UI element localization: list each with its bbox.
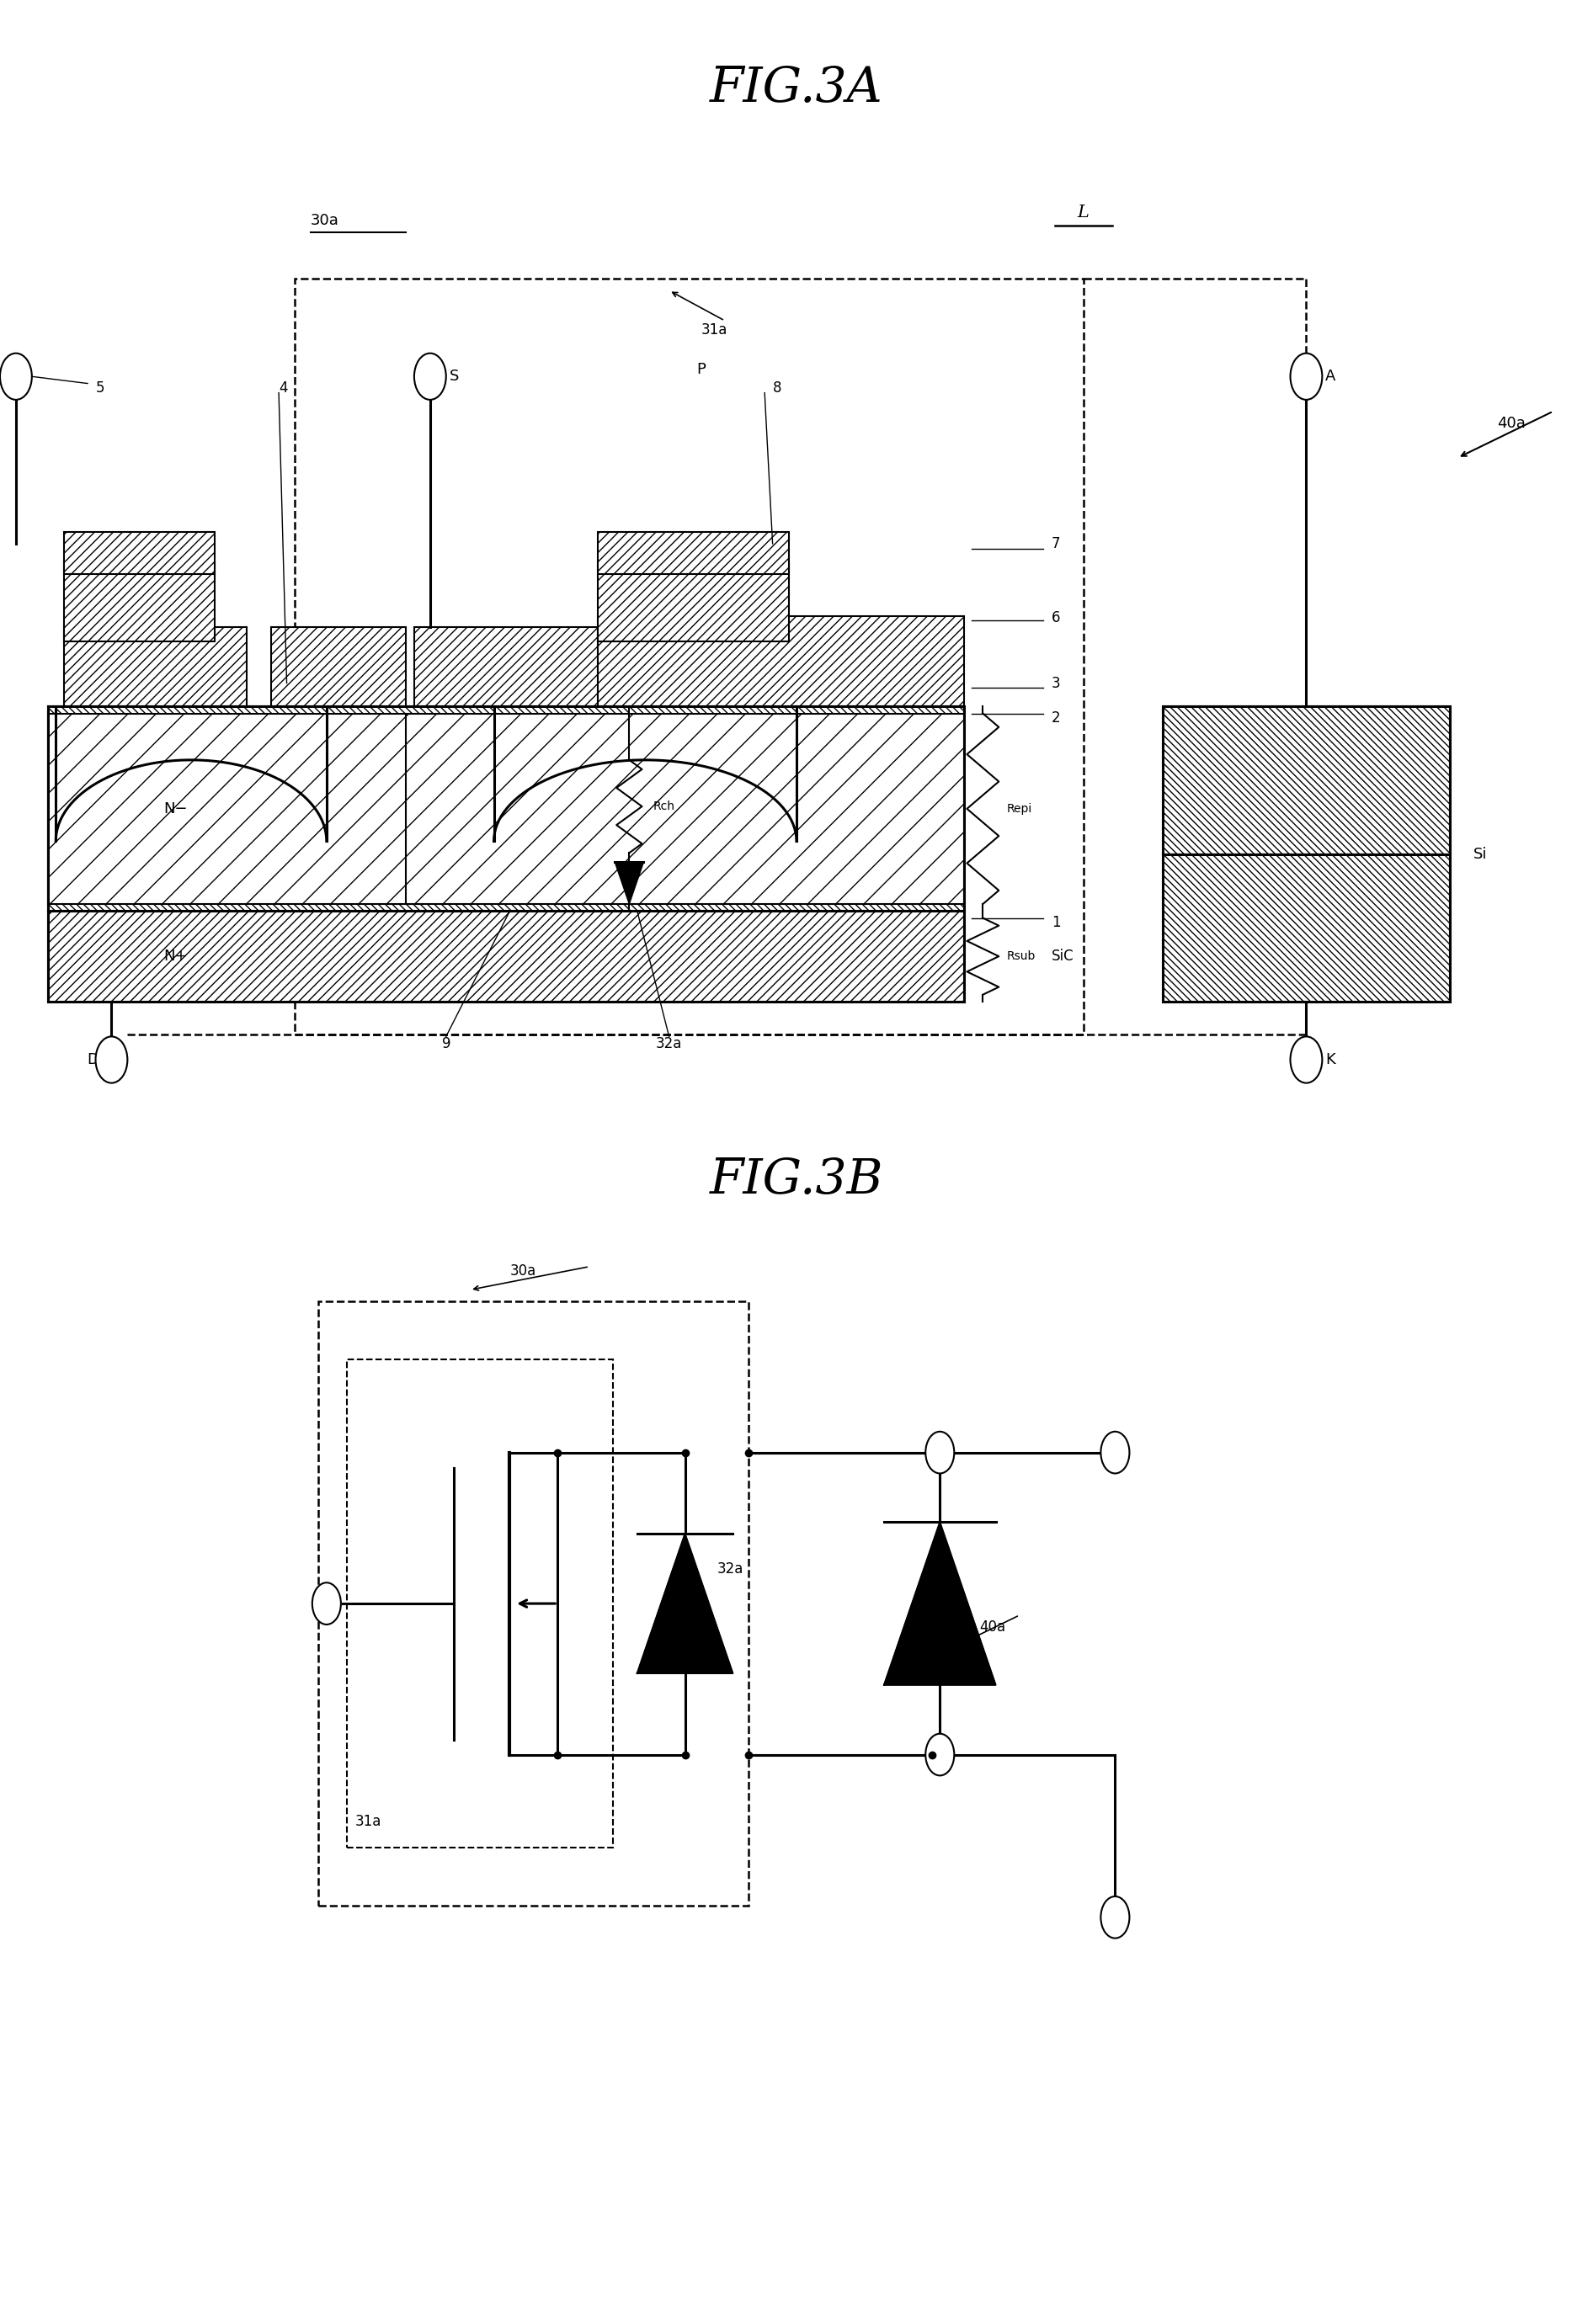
Polygon shape <box>615 862 644 904</box>
Text: Rch: Rch <box>653 799 675 813</box>
Text: D: D <box>88 1053 99 1067</box>
Text: 40a: 40a <box>1497 416 1526 430</box>
Text: 2: 2 <box>1051 711 1061 725</box>
Bar <box>48 706 964 911</box>
Bar <box>48 713 422 904</box>
Bar <box>64 532 215 574</box>
Circle shape <box>0 353 32 400</box>
Text: 4: 4 <box>279 381 288 395</box>
Bar <box>48 911 964 1002</box>
Text: 32a: 32a <box>656 1037 682 1050</box>
Text: FIG.3B: FIG.3B <box>709 1157 884 1204</box>
Text: G: G <box>0 370 3 383</box>
Text: 1: 1 <box>1051 916 1061 930</box>
Text: L: L <box>1077 205 1090 221</box>
Text: N−: N− <box>162 802 188 816</box>
Bar <box>271 627 406 706</box>
Text: 6: 6 <box>1051 611 1061 625</box>
Circle shape <box>1101 1896 1129 1938</box>
Text: Repi: Repi <box>1007 802 1032 816</box>
Circle shape <box>926 1432 954 1473</box>
Text: 31a: 31a <box>355 1813 382 1829</box>
Text: Si: Si <box>1474 846 1488 862</box>
Text: N+: N+ <box>162 948 188 964</box>
Bar <box>597 532 789 574</box>
Circle shape <box>1101 1432 1129 1473</box>
Text: Rsub: Rsub <box>1007 951 1035 962</box>
Circle shape <box>926 1734 954 1776</box>
Text: 3: 3 <box>1051 676 1061 690</box>
Text: 30a: 30a <box>311 211 339 228</box>
Text: 30a: 30a <box>510 1262 537 1278</box>
Text: 40a: 40a <box>980 1620 1005 1634</box>
Bar <box>319 1301 749 1906</box>
Text: 32a: 32a <box>717 1562 744 1576</box>
Text: 31a: 31a <box>701 323 728 337</box>
Circle shape <box>1290 1037 1322 1083</box>
Text: A: A <box>1325 370 1337 383</box>
Polygon shape <box>884 1522 996 1685</box>
Bar <box>1163 706 1450 855</box>
Bar <box>1163 706 1450 1002</box>
Bar <box>597 616 964 706</box>
Bar <box>597 562 789 641</box>
Text: SiC: SiC <box>1051 948 1074 964</box>
Text: 8: 8 <box>773 381 782 395</box>
Bar <box>64 562 215 641</box>
Text: 5: 5 <box>96 381 105 395</box>
Text: 7: 7 <box>1051 537 1061 551</box>
Circle shape <box>96 1037 127 1083</box>
Circle shape <box>414 353 446 400</box>
Text: 9: 9 <box>441 1037 451 1050</box>
Circle shape <box>312 1583 341 1624</box>
Bar <box>1163 855 1450 1002</box>
Bar <box>414 627 597 706</box>
Polygon shape <box>637 1534 733 1673</box>
Bar <box>347 1360 613 1848</box>
Bar <box>64 627 247 706</box>
Text: P: P <box>696 363 706 376</box>
Bar <box>406 713 964 904</box>
Circle shape <box>1290 353 1322 400</box>
Bar <box>295 279 1083 1034</box>
Text: FIG.3A: FIG.3A <box>710 65 883 112</box>
Text: K: K <box>1325 1053 1335 1067</box>
Text: S: S <box>449 370 459 383</box>
